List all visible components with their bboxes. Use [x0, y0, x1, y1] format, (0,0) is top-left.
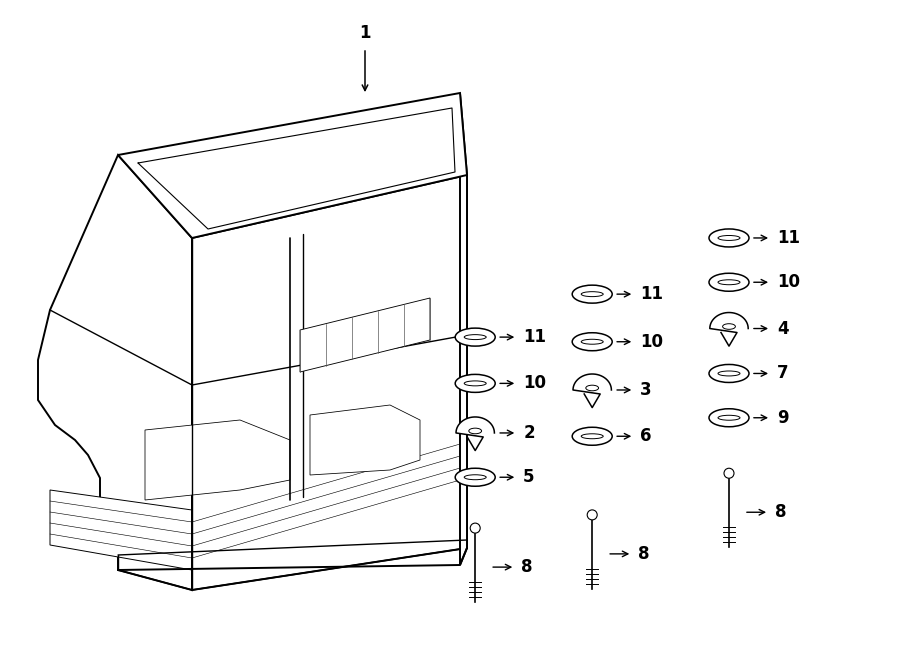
Polygon shape	[145, 420, 290, 500]
Ellipse shape	[572, 285, 612, 303]
Ellipse shape	[572, 427, 612, 446]
Polygon shape	[460, 93, 467, 565]
Polygon shape	[192, 175, 467, 590]
Ellipse shape	[709, 408, 749, 427]
Text: 4: 4	[777, 319, 788, 338]
Ellipse shape	[464, 475, 486, 480]
Text: 10: 10	[640, 332, 663, 351]
Text: 9: 9	[777, 408, 788, 427]
Text: 3: 3	[640, 381, 652, 399]
Ellipse shape	[581, 434, 603, 439]
Ellipse shape	[718, 415, 740, 420]
Text: 8: 8	[521, 558, 533, 576]
Ellipse shape	[455, 328, 495, 346]
Ellipse shape	[469, 428, 482, 434]
Polygon shape	[710, 313, 748, 346]
Ellipse shape	[581, 339, 603, 344]
Ellipse shape	[464, 381, 486, 386]
Ellipse shape	[586, 385, 598, 391]
Polygon shape	[118, 93, 467, 238]
Ellipse shape	[709, 229, 749, 247]
Ellipse shape	[718, 280, 740, 285]
Ellipse shape	[455, 374, 495, 393]
Text: 7: 7	[777, 364, 788, 383]
Text: 5: 5	[523, 468, 535, 486]
Ellipse shape	[572, 332, 612, 351]
Text: 11: 11	[640, 285, 663, 303]
Polygon shape	[310, 405, 420, 475]
Text: 11: 11	[523, 328, 546, 346]
Polygon shape	[50, 430, 467, 570]
Polygon shape	[38, 155, 192, 590]
Ellipse shape	[718, 235, 740, 241]
Circle shape	[470, 523, 481, 533]
Text: 2: 2	[523, 424, 535, 442]
Ellipse shape	[718, 371, 740, 376]
Ellipse shape	[464, 334, 486, 340]
Text: 8: 8	[775, 503, 787, 522]
Text: 1: 1	[359, 24, 371, 42]
Text: 11: 11	[777, 229, 800, 247]
Ellipse shape	[581, 292, 603, 297]
Text: 10: 10	[523, 374, 546, 393]
Ellipse shape	[709, 364, 749, 383]
Polygon shape	[456, 417, 494, 451]
Ellipse shape	[455, 468, 495, 486]
Circle shape	[724, 468, 734, 479]
Ellipse shape	[723, 324, 735, 329]
Ellipse shape	[709, 273, 749, 292]
Text: 6: 6	[640, 427, 652, 446]
Polygon shape	[573, 374, 611, 408]
Polygon shape	[300, 298, 430, 372]
Text: 10: 10	[777, 273, 800, 292]
Circle shape	[587, 510, 598, 520]
Text: 8: 8	[638, 545, 650, 563]
